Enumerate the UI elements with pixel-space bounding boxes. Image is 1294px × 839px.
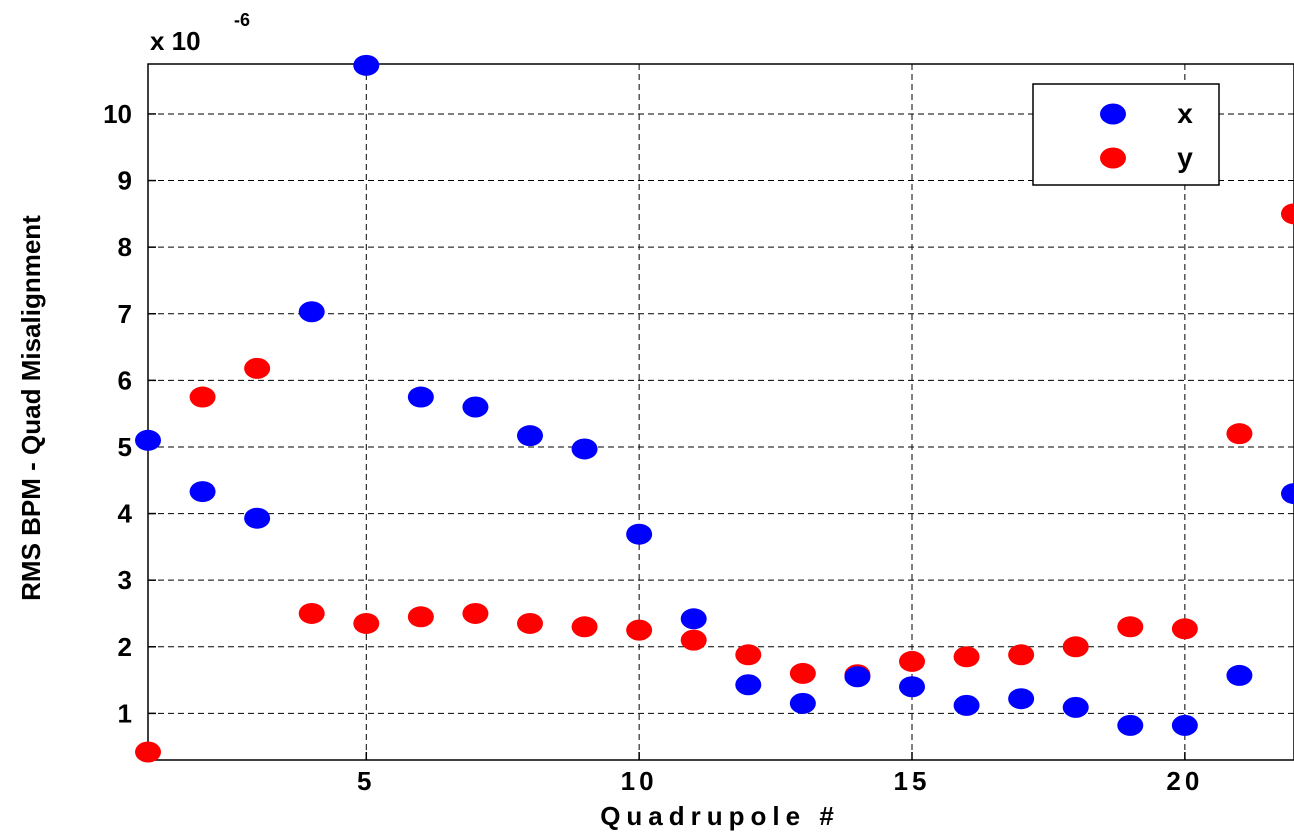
y-tick-label: 2 [118,632,132,662]
data-point-x [844,666,871,688]
data-point-x [462,396,489,418]
legend-marker-y [1100,147,1126,169]
y-tick-label: 7 [118,299,132,329]
data-point-y [735,644,762,666]
data-point-y [1171,618,1198,640]
y-axis-title: RMS BPM - Quad Misalignment [16,215,46,601]
data-point-x [1281,483,1294,505]
data-point-x [517,425,543,447]
plot-frame [147,63,1294,761]
data-point-x [189,481,216,503]
data-point-x [353,54,380,76]
y-tick-label: 9 [118,166,132,196]
data-point-y [953,646,980,668]
data-point-x [407,386,434,408]
legend: x y [1032,83,1220,186]
legend-marker-x [1100,103,1126,125]
data-points [135,54,1294,763]
data-point-y [1117,616,1144,638]
data-point-y [462,602,489,624]
y-tick-label: 4 [118,499,133,529]
y-axis-ticks: 1 2 3 4 5 6 7 8 9 10 [103,99,156,728]
data-point-y [571,616,598,638]
data-point-x [735,674,762,696]
data-point-y [1281,203,1294,225]
legend-box [1032,83,1220,186]
data-point-x [1171,714,1198,736]
data-point-y [407,606,434,628]
y-multiplier-exponent: -6 [234,10,250,30]
data-point-y [1226,423,1253,445]
data-point-x [626,523,653,545]
data-point-y [899,650,925,672]
y-tick-label: 6 [118,365,132,395]
data-point-x [1008,688,1035,710]
y-tick-label: 5 [118,432,132,462]
data-point-x [680,608,707,630]
x-axis-ticks: 5 10 15 20 [357,752,1203,796]
data-point-y [626,619,653,641]
data-point-x [789,692,816,714]
x-axis-title: Quadrupole # [600,801,840,831]
data-point-y [517,612,543,634]
data-point-y [680,629,707,651]
y-multiplier-base: x 10 [150,26,201,56]
data-point-y [789,662,816,684]
x-tick-label: 15 [894,766,931,796]
data-point-x [899,676,925,698]
legend-label-x: x [1177,98,1193,129]
y-tick-label: 3 [118,565,132,595]
legend-label-y: y [1177,142,1193,173]
y-tick-label: 10 [103,99,132,129]
data-point-y [1008,644,1035,666]
x-tick-label: 5 [357,766,375,796]
data-point-y [1062,636,1089,658]
data-point-x [244,507,271,529]
data-point-x [1226,664,1253,686]
x-tick-label: 10 [621,766,658,796]
y-tick-label: 1 [118,698,132,728]
data-point-y [244,357,271,379]
data-point-x [298,301,325,323]
data-point-x [571,438,598,460]
data-point-y [189,386,216,408]
data-point-y [353,612,380,634]
data-point-y [298,602,325,624]
data-point-x [135,429,161,451]
data-point-x [1062,696,1089,718]
data-point-x [1117,714,1144,736]
data-point-y [135,741,161,763]
x-tick-label: 20 [1166,766,1203,796]
y-tick-label: 8 [118,232,132,262]
data-point-x [953,694,980,716]
